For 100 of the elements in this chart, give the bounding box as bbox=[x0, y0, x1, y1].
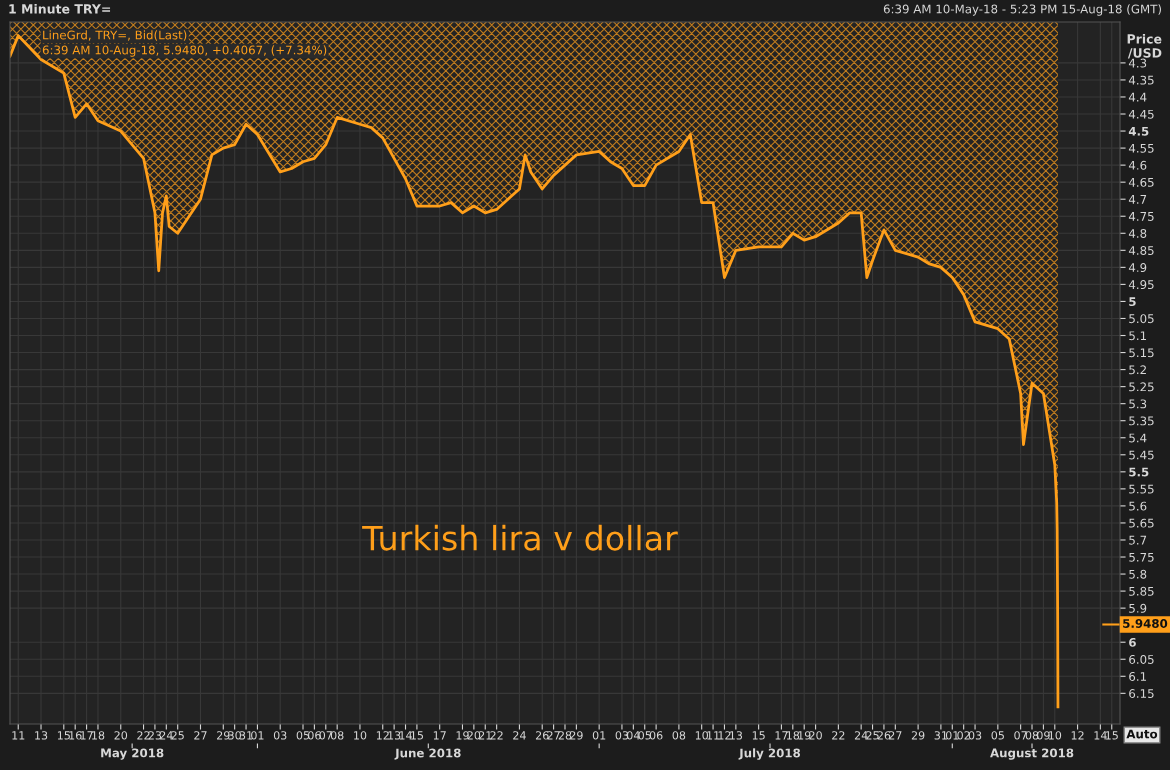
x-tick-label: 03 bbox=[615, 731, 629, 740]
x-tick-label: 22 bbox=[490, 731, 503, 740]
x-tick-label: 15 bbox=[57, 731, 70, 740]
x-tick-label: 11 bbox=[12, 731, 25, 740]
x-tick-label: 09 bbox=[1037, 731, 1050, 740]
y-tick-label: 5.35 bbox=[1129, 416, 1154, 426]
x-tick-label: 29 bbox=[217, 731, 230, 740]
x-tick-label: 03 bbox=[968, 731, 982, 740]
y-tick-label: 4.7 bbox=[1128, 195, 1147, 204]
y-tick-label: 6.05 bbox=[1129, 654, 1154, 664]
y-tick-label: 4.75 bbox=[1128, 212, 1154, 221]
y-tick-label: 5.6 bbox=[1129, 501, 1147, 511]
x-tick-label: 30 bbox=[228, 731, 241, 740]
x-tick-label: 01 bbox=[251, 731, 264, 740]
y-tick-label: 5.8 bbox=[1129, 569, 1147, 579]
x-tick-label: 29 bbox=[570, 731, 583, 740]
y-tick-label: 5.85 bbox=[1129, 586, 1154, 596]
x-tick-label: 08 bbox=[1025, 731, 1039, 740]
y-tick-label: 5.2 bbox=[1129, 365, 1146, 375]
x-tick-label: 12 bbox=[1071, 731, 1084, 740]
x-tick-label: 11 bbox=[707, 731, 720, 740]
x-tick-label: 01 bbox=[945, 731, 959, 740]
x-tick-label: 07 bbox=[1014, 731, 1027, 740]
y-tick-label: 5.7 bbox=[1129, 535, 1147, 545]
x-tick-label: 01 bbox=[592, 731, 606, 740]
x-tick-label: 23 bbox=[148, 731, 162, 740]
x-tick-label: 26 bbox=[877, 731, 891, 740]
x-tick-label: 13 bbox=[35, 731, 48, 740]
x-tick-label: 25 bbox=[866, 731, 879, 740]
x-tick-label: 28 bbox=[558, 731, 572, 740]
y-tick-label: 6.15 bbox=[1129, 689, 1154, 698]
x-tick-label: 19 bbox=[798, 731, 811, 740]
x-tick-label: 25 bbox=[171, 731, 184, 740]
y-tick-label: 5 bbox=[1129, 297, 1136, 307]
y-tick-label: 4.9 bbox=[1128, 263, 1147, 273]
x-tick-label: 27 bbox=[547, 731, 560, 740]
x2-tick-label: August 2018 bbox=[990, 748, 1074, 760]
x-tick-label: 17 bbox=[80, 731, 93, 740]
x-tick-label: 07 bbox=[319, 731, 332, 740]
x-tick-label: 27 bbox=[194, 731, 207, 740]
x2-tick-label: May 2018 bbox=[101, 748, 164, 760]
x-tick-label: 03 bbox=[273, 731, 287, 740]
y-tick-label: 4.4 bbox=[1128, 92, 1147, 102]
x-tick-label: 06 bbox=[649, 731, 663, 740]
x-tick-label: 14 bbox=[399, 731, 412, 740]
x-tick-label: 15 bbox=[752, 731, 765, 740]
annotation: Turkish lira v dollar bbox=[362, 524, 678, 551]
x-tick-label: 10 bbox=[354, 731, 367, 740]
y-tick-label: 4.65 bbox=[1128, 177, 1154, 187]
y-tick-label: 5.25 bbox=[1129, 382, 1154, 392]
x2-tick-label: July 2018 bbox=[738, 748, 801, 760]
x-tick-label: 15 bbox=[1105, 731, 1118, 740]
x-tick-label: 21 bbox=[479, 731, 492, 740]
y-tick-label: 6.1 bbox=[1129, 672, 1147, 681]
y-axis-title: Price /USD bbox=[1127, 33, 1162, 59]
x-tick-label: 27 bbox=[889, 731, 902, 740]
y-tick-label: 5.1 bbox=[1129, 331, 1147, 341]
x-tick-label: 18 bbox=[92, 731, 105, 740]
x-tick-label: 31 bbox=[239, 731, 253, 740]
x-tick-label: 20 bbox=[114, 731, 128, 740]
y-tick-label: 6 bbox=[1129, 637, 1136, 647]
ref-line-label: 5.9480 bbox=[1123, 618, 1168, 628]
y-tick-label: 4.6 bbox=[1128, 160, 1147, 170]
y-tick-label: 4.35 bbox=[1128, 75, 1154, 85]
y-tick-label: 4.55 bbox=[1128, 143, 1154, 153]
y-tick-label: 5.75 bbox=[1129, 552, 1154, 562]
x-tick-label: 08 bbox=[672, 731, 686, 740]
x-tick-label: 16 bbox=[69, 731, 82, 740]
y-tick-label: 5.5 bbox=[1129, 467, 1149, 477]
y-tick-label: 5.3 bbox=[1129, 399, 1147, 409]
x-tick-label: 12 bbox=[718, 731, 731, 740]
x-tick-label: 24 bbox=[854, 731, 868, 740]
x-tick-label: 15 bbox=[411, 731, 424, 740]
x-tick-label: 29 bbox=[911, 731, 925, 740]
x-tick-label: 14 bbox=[1094, 731, 1107, 740]
y-tick-label: 5.9 bbox=[1129, 603, 1147, 613]
x-tick-label: 20 bbox=[809, 731, 822, 740]
x-tick-label: 10 bbox=[695, 731, 709, 740]
x-tick-label: 22 bbox=[832, 731, 845, 740]
y-tick-label: 4.8 bbox=[1128, 229, 1147, 238]
x-tick-label: 20 bbox=[467, 731, 481, 740]
x-tick-label: 17 bbox=[775, 731, 788, 740]
x-tick-label: 24 bbox=[160, 731, 173, 740]
chart-title: 1 Minute TRY= bbox=[9, 3, 111, 14]
annotation: LineGrd, TRY=, Bid(Last) bbox=[43, 30, 187, 41]
y-tick-label: 5.4 bbox=[1129, 433, 1147, 443]
x-tick-label: 08 bbox=[330, 731, 344, 740]
y-tick-label: 4.3 bbox=[1128, 58, 1147, 68]
x-tick-label: 05 bbox=[991, 731, 1004, 740]
y-tick-label: 4.5 bbox=[1128, 126, 1149, 136]
x2-tick-label: June 2018 bbox=[394, 748, 461, 760]
y-tick-label: 5.55 bbox=[1129, 484, 1154, 494]
x-tick-label: 13 bbox=[730, 731, 743, 740]
x-tick-label: 02 bbox=[957, 731, 970, 740]
y-tick-label: 5.45 bbox=[1129, 450, 1154, 460]
x-tick-label: 24 bbox=[513, 731, 526, 740]
chart-subtitle: 6:39 AM 10-May-18 - 5:23 PM 15-Aug-18 (GMT) bbox=[883, 4, 1161, 16]
x-tick-label: 31 bbox=[934, 731, 947, 740]
x-tick-label: 17 bbox=[433, 731, 446, 740]
x-tick-label: 13 bbox=[388, 731, 401, 740]
